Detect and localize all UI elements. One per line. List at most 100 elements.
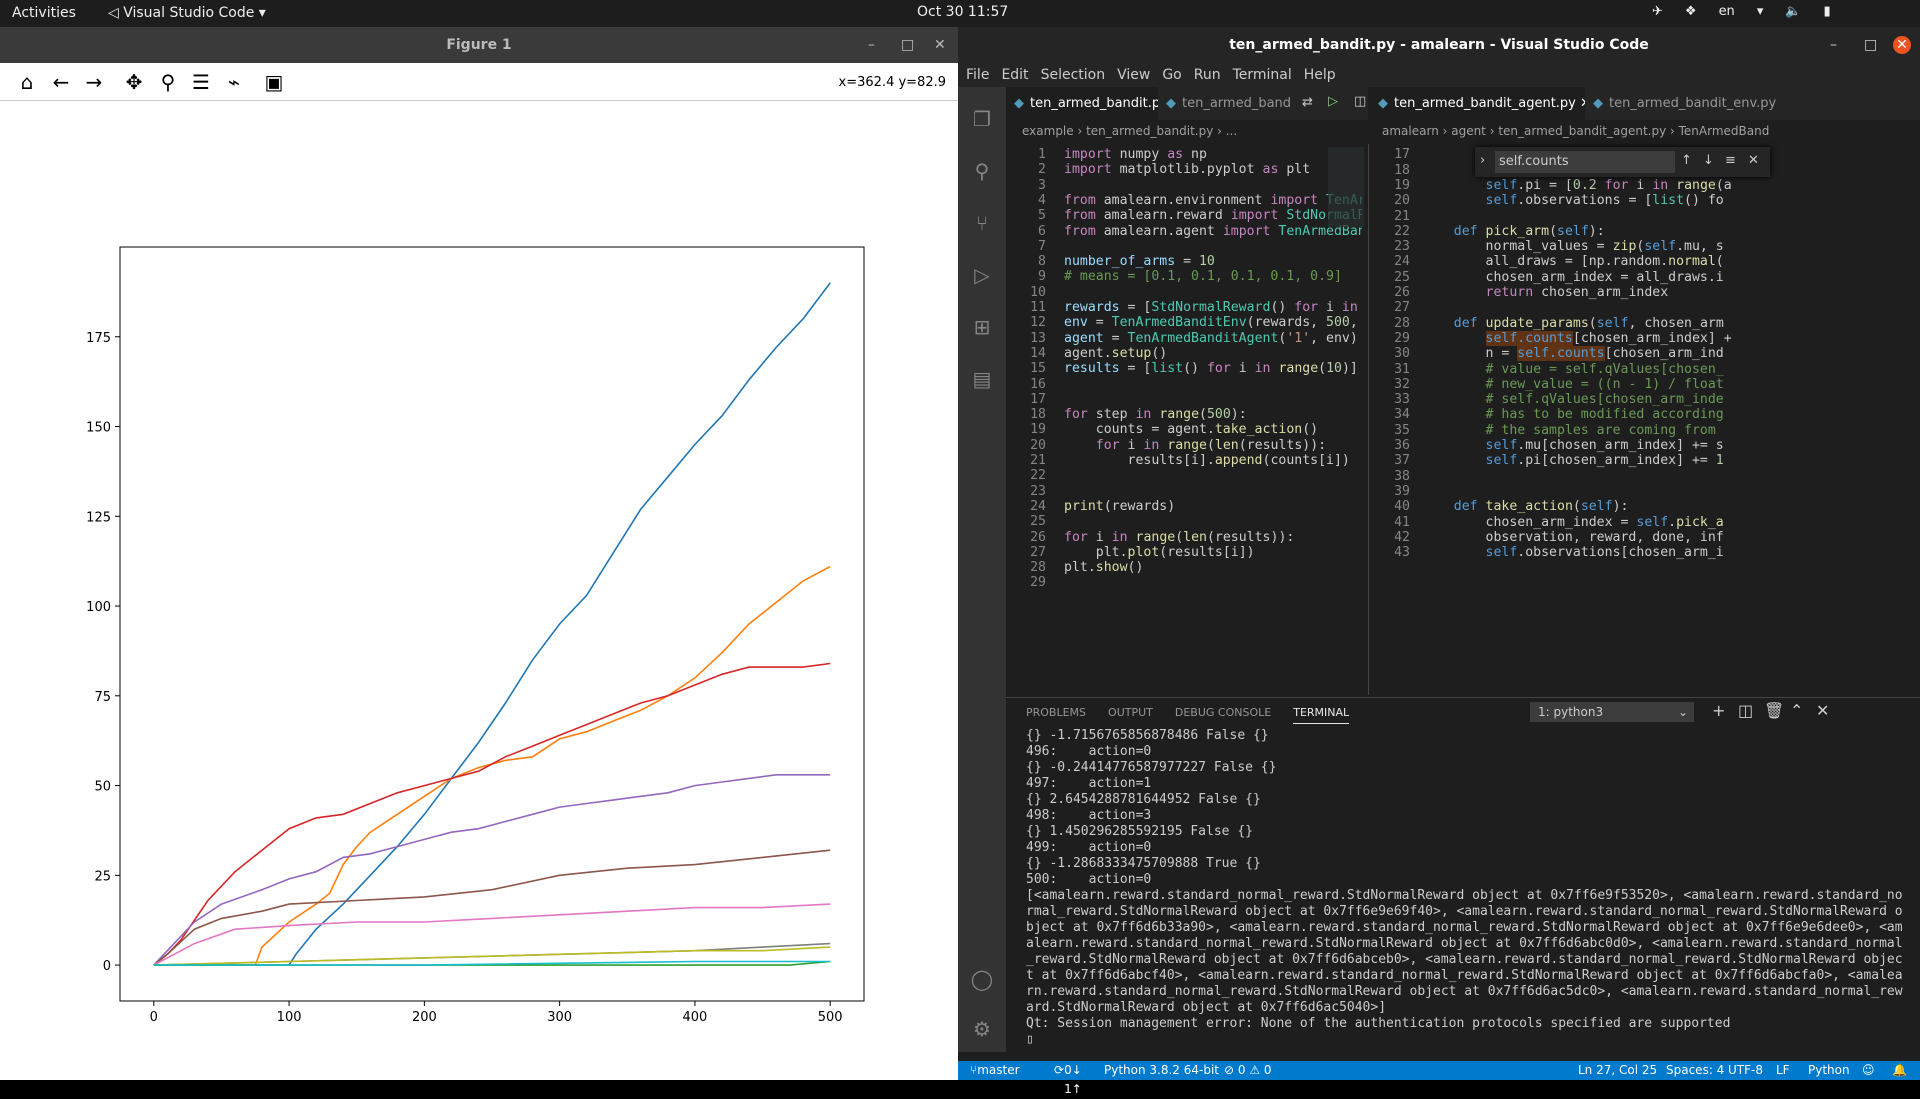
code-line[interactable]: def update_params(self, chosen_arm <box>1453 315 1724 331</box>
split-terminal-icon[interactable]: ◫ <box>1738 701 1754 720</box>
code-editor-left[interactable]: 1 import numpy as np 2 import matplotlib.py… <box>1006 144 1362 695</box>
menu-item-file[interactable]: File <box>966 67 990 83</box>
maximize-panel-icon[interactable]: ⌃ <box>1790 701 1804 720</box>
book-icon[interactable]: ▤ <box>972 367 992 391</box>
sync-status[interactable]: ⟳ 0↓ 1↑ <box>1054 1061 1082 1096</box>
back-icon[interactable]: ← <box>52 70 70 94</box>
code-line[interactable]: for i in range(len(results)): <box>1095 437 1327 453</box>
account-icon[interactable]: ◯ <box>970 967 994 991</box>
eol[interactable]: LF <box>1776 1063 1790 1077</box>
trash-icon[interactable]: 🗑 <box>1764 701 1785 720</box>
code-line[interactable]: env = TenArmedBanditEnv(rewards, 500, ' <box>1064 315 1358 331</box>
code-line[interactable]: for i in range(len(results)): <box>1064 529 1295 545</box>
menu-item-go[interactable]: Go <box>1162 67 1182 83</box>
python-interpreter[interactable]: Python 3.8.2 64-bit <box>1104 1063 1220 1077</box>
dropbox-icon[interactable]: ❖ <box>1684 4 1697 19</box>
system-tray[interactable]: ✈ ❖ en ▾ 🔈 ▮ <box>1652 4 1831 19</box>
tab-ten-armed-bandit-env[interactable]: ◆ ten_armed_bandit_env.py <box>1585 87 1920 120</box>
code-line[interactable]: number_of_arms = 10 <box>1064 254 1215 270</box>
code-line[interactable]: self.pi = [0.2 for i in range(a <box>1485 177 1732 193</box>
code-line[interactable]: print(rewards) <box>1064 498 1176 514</box>
code-line[interactable]: self.observations = [list() fo <box>1485 193 1724 209</box>
forward-icon[interactable]: → <box>85 70 103 94</box>
feedback-icon[interactable]: ☺ <box>1862 1063 1875 1077</box>
menu-item-terminal[interactable]: Terminal <box>1232 67 1292 83</box>
source-control-icon[interactable]: ⑂ <box>976 211 988 235</box>
breadcrumb-left[interactable]: example › ten_armed_bandit.py › ... <box>1022 124 1238 138</box>
close-find-icon[interactable]: ✕ <box>1748 153 1759 168</box>
code-line[interactable]: agent = TenArmedBanditAgent('1', env) <box>1064 330 1358 346</box>
chevron-right-icon[interactable]: › <box>1480 153 1486 168</box>
encoding[interactable]: UTF-8 <box>1728 1063 1763 1077</box>
code-line[interactable]: chosen_arm_index = self.pick_a <box>1422 514 1724 530</box>
code-line[interactable]: # value = self.qValues[chosen_ <box>1485 361 1724 377</box>
volume-icon[interactable]: 🔈 <box>1785 4 1802 19</box>
run-icon[interactable]: ▷ <box>1328 94 1338 109</box>
find-input[interactable]: self.counts <box>1495 151 1675 173</box>
code-line[interactable]: self.counts[chosen_arm_index] + <box>1485 330 1732 346</box>
code-line[interactable]: rewards = [StdNormalReward() for i in r <box>1064 300 1358 315</box>
terminal-output[interactable]: {} -1.7156765856878486 False {} 496: act… <box>1026 728 1903 1047</box>
save-icon[interactable]: ▣ <box>264 70 284 94</box>
code-line[interactable]: plt.plot(results[i]) <box>1064 544 1255 560</box>
tab-problems[interactable]: PROBLEMS <box>1026 706 1087 719</box>
new-terminal-icon[interactable]: + <box>1712 701 1726 720</box>
code-line[interactable]: from amalearn.environment import TenArme… <box>1064 192 1362 208</box>
close-tab-icon[interactable]: ✕ <box>1580 96 1585 111</box>
settings-gear-icon[interactable]: ⚙ <box>973 1017 991 1041</box>
menu-item-selection[interactable]: Selection <box>1040 67 1106 83</box>
code-line[interactable]: for step in range(500): <box>1064 407 1247 423</box>
code-line[interactable]: import numpy as np <box>1064 147 1207 162</box>
close-icon[interactable]: ✕ <box>934 37 946 53</box>
tab-ten-armed-bandit[interactable]: ◆ten_armed_bandit.py ✕ <box>1006 87 1158 120</box>
code-line[interactable]: return chosen_arm_index <box>1485 285 1669 300</box>
tab-debug-console[interactable]: DEBUG CONSOLE <box>1174 706 1272 719</box>
minimap-left[interactable] <box>1328 147 1364 227</box>
minimize-icon[interactable]: – <box>868 37 875 53</box>
maximize-icon[interactable]: □ <box>1864 37 1878 53</box>
code-line[interactable]: results = [list() for i in range(10)] <box>1064 361 1358 377</box>
code-line[interactable]: def pick_arm(self): <box>1453 223 1605 239</box>
code-line[interactable]: n = self.counts[chosen_arm_ind <box>1422 346 1724 362</box>
tab-terminal[interactable]: TERMINAL <box>1293 706 1350 724</box>
home-icon[interactable]: ⌂ <box>20 70 34 94</box>
bell-icon[interactable]: 🔔 <box>1892 1063 1907 1077</box>
code-line[interactable]: agent.setup() <box>1064 345 1168 361</box>
indentation[interactable]: Spaces: 4 <box>1666 1063 1725 1077</box>
menu-item-edit[interactable]: Edit <box>1001 67 1029 83</box>
compare-icon[interactable]: ⇄ <box>1302 95 1313 110</box>
code-line[interactable]: # has to be modified according <box>1485 407 1724 423</box>
app-menu[interactable]: ◁ Visual Studio Code ▾ <box>108 5 266 21</box>
tab-ten-armed-band-2[interactable]: ◆ ten_armed_band <box>1158 87 1296 120</box>
code-line[interactable]: plt.show() <box>1064 560 1144 576</box>
network-icon[interactable]: ▾ <box>1756 4 1764 19</box>
search-icon[interactable]: ⚲ <box>974 159 990 183</box>
menu-item-view[interactable]: View <box>1117 67 1151 83</box>
language-mode[interactable]: Python <box>1808 1063 1850 1077</box>
code-line[interactable]: self.pi[chosen_arm_index] += 1 <box>1485 453 1724 469</box>
telegram-icon[interactable]: ✈ <box>1652 4 1663 19</box>
code-line[interactable]: import matplotlib.pyplot as plt <box>1064 162 1311 178</box>
code-line[interactable]: self.mu[chosen_arm_index] += s <box>1485 438 1724 453</box>
code-line[interactable]: def take_action(self): <box>1453 499 1629 515</box>
selection-icon[interactable]: ≡ <box>1725 153 1736 168</box>
tab-ten-armed-bandit-agent[interactable]: ◆ ten_armed_bandit_agent.py ✕ <box>1370 87 1585 120</box>
language-indicator[interactable]: en <box>1718 4 1735 19</box>
code-line[interactable]: self.observations[chosen_arm_i <box>1485 545 1724 561</box>
clock[interactable]: Oct 30 11:57 <box>917 4 1009 20</box>
code-line[interactable]: chosen_arm_index = all_draws.i <box>1422 269 1724 285</box>
code-line[interactable]: from amalearn.agent import TenArmedBandi… <box>1064 223 1362 239</box>
minimize-icon[interactable]: – <box>1830 37 1837 53</box>
run-debug-icon[interactable]: ▷ <box>974 263 990 287</box>
code-line[interactable]: # means = [0.1, 0.1, 0.1, 0.1, 0.9] <box>1064 269 1342 285</box>
code-line[interactable]: normal_values = zip(self.mu, s <box>1422 239 1724 255</box>
zoom-icon[interactable]: ⚲ <box>160 70 176 94</box>
extensions-icon[interactable]: ⊞ <box>973 315 991 339</box>
terminal-select[interactable]: 1: python3 ⌄ <box>1530 702 1694 722</box>
explorer-icon[interactable]: ❐ <box>973 107 991 131</box>
code-line[interactable]: # self.qValues[chosen_arm_inde <box>1485 392 1724 408</box>
git-branch[interactable]: ⑂ master <box>970 1061 1020 1080</box>
pan-icon[interactable]: ✥ <box>125 70 143 94</box>
breadcrumb-right[interactable]: amalearn › agent › ten_armed_bandit_agen… <box>1382 124 1770 138</box>
